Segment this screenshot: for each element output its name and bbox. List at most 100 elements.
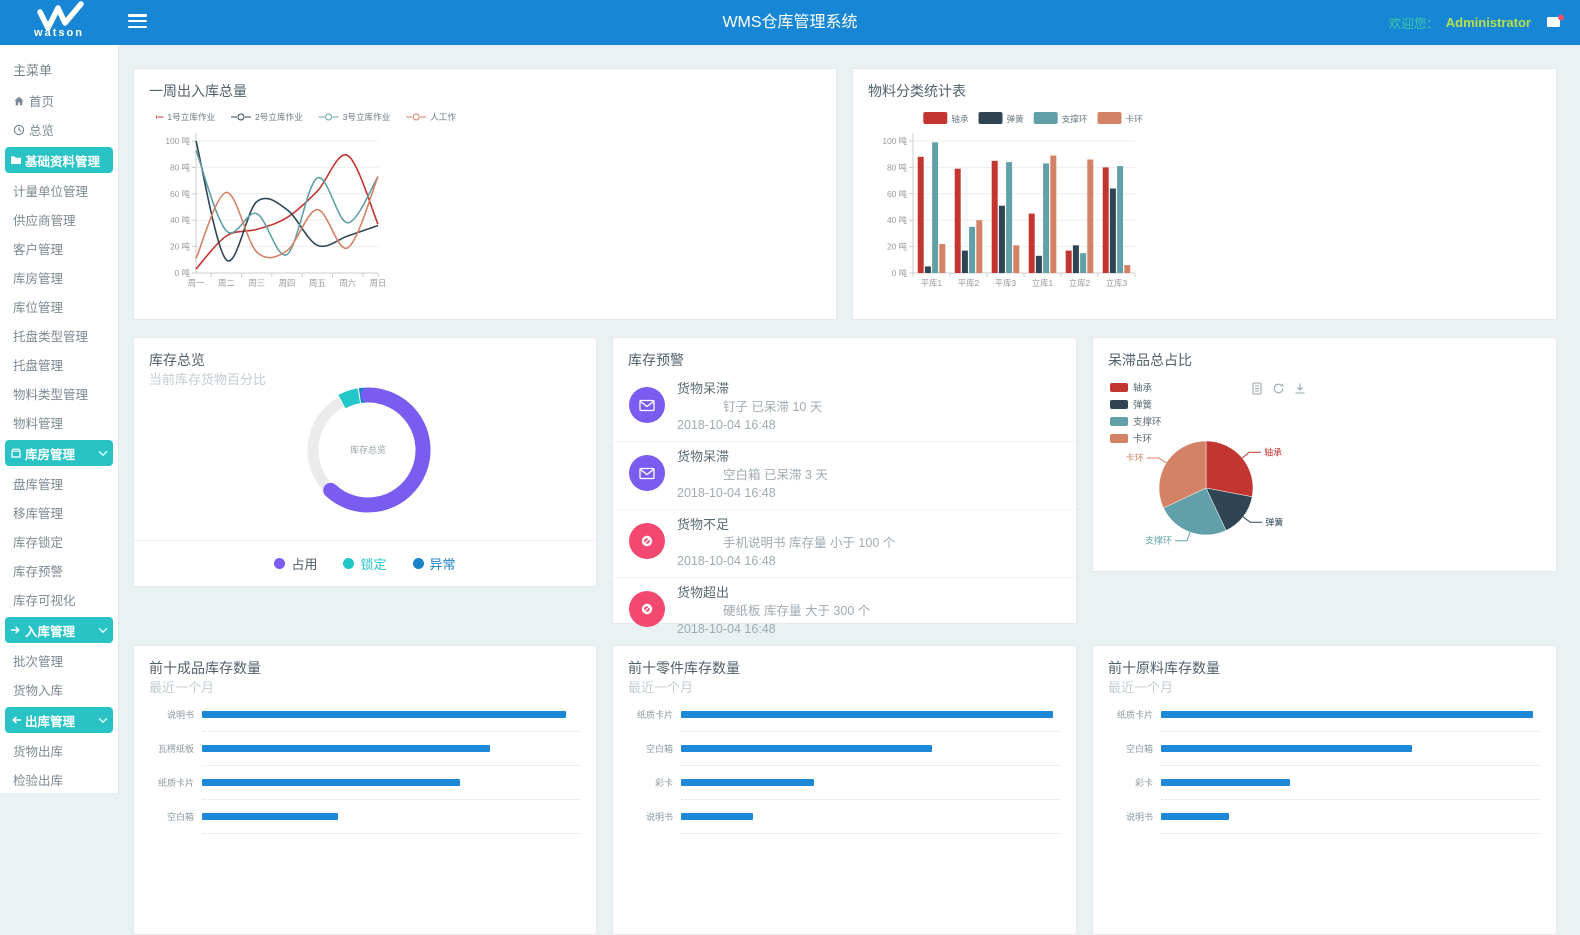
hbar-label: 彩卡 bbox=[1093, 776, 1161, 789]
svg-text:1号立库作业: 1号立库作业 bbox=[167, 111, 215, 122]
sidebar-item-10[interactable]: 物料类型管理 bbox=[0, 379, 118, 408]
legend-dot-icon bbox=[343, 558, 354, 569]
sidebar-item-5[interactable]: 客户管理 bbox=[0, 234, 118, 263]
sidebar-item-4[interactable]: 供应商管理 bbox=[0, 205, 118, 234]
sidebar-item-17[interactable]: 库存可视化 bbox=[0, 585, 118, 614]
folder-icon bbox=[10, 154, 22, 166]
legend-item[interactable]: 卡环 bbox=[1098, 112, 1144, 124]
alert-ring-icon bbox=[629, 523, 665, 559]
svg-text:立库1: 立库1 bbox=[1032, 278, 1054, 288]
svg-text:轴承: 轴承 bbox=[951, 113, 969, 124]
hbar-row: 纸质卡片 bbox=[613, 706, 1076, 723]
hbar-value bbox=[681, 711, 1053, 718]
sidebar-item-23[interactable]: 检验出库 bbox=[0, 765, 118, 793]
card-subtitle: 最近一个月 bbox=[149, 677, 214, 696]
legend-dot-icon bbox=[413, 558, 424, 569]
svg-text:库存总览: 库存总览 bbox=[350, 444, 386, 455]
hbar-value bbox=[681, 745, 932, 752]
hbar-row: 空白箱 bbox=[613, 740, 1076, 757]
sidebar-item-3[interactable]: 计量单位管理 bbox=[0, 176, 118, 205]
legend-dot-icon bbox=[274, 558, 285, 569]
refresh-icon[interactable] bbox=[1272, 382, 1285, 395]
sidebar-item-label: 库存锁定 bbox=[13, 532, 63, 551]
hbar-row: 空白箱 bbox=[134, 808, 596, 825]
svg-text:平库3: 平库3 bbox=[995, 278, 1017, 288]
box-icon bbox=[10, 447, 22, 459]
pie-legend-item[interactable]: 轴承 bbox=[1110, 380, 1162, 394]
alert-title: 货物不足 bbox=[677, 517, 1062, 533]
sidebar-item-2[interactable]: 基础资料管理 bbox=[5, 147, 113, 173]
sidebar-item-20[interactable]: 货物入库 bbox=[0, 675, 118, 704]
svg-text:支撑环: 支撑环 bbox=[1145, 535, 1172, 546]
card-top-raw: 前十原料库存数量 最近一个月 纸质卡片空白箱彩卡说明书 bbox=[1092, 645, 1557, 935]
sidebar-item-16[interactable]: 库存预警 bbox=[0, 556, 118, 585]
sidebar-item-15[interactable]: 库存锁定 bbox=[0, 527, 118, 556]
sidebar-item-0[interactable]: 首页 bbox=[0, 86, 118, 115]
card-top-finished: 前十成品库存数量 最近一个月 说明书瓦楞纸板纸质卡片空白箱 bbox=[133, 645, 597, 935]
sidebar-item-22[interactable]: 货物出库 bbox=[0, 736, 118, 765]
sidebar-item-13[interactable]: 盘库管理 bbox=[0, 469, 118, 498]
svg-text:人工作业: 人工作业 bbox=[430, 111, 456, 122]
sidebar-item-6[interactable]: 库房管理 bbox=[0, 263, 118, 292]
chevron-down-icon bbox=[98, 626, 108, 635]
hbar-value bbox=[202, 711, 566, 718]
download-icon[interactable] bbox=[1294, 382, 1306, 395]
card-subtitle: 最近一个月 bbox=[1108, 677, 1173, 696]
legend-item[interactable]: 轴承 bbox=[923, 112, 969, 124]
donut-legend-item[interactable]: 锁定 bbox=[343, 554, 386, 573]
welcome-label: 欢迎您： bbox=[1389, 13, 1439, 32]
legend-item[interactable]: 3号立库作业 bbox=[319, 111, 391, 122]
donut-legend: 占用 锁定 异常 bbox=[134, 540, 596, 586]
top-parts-hbar-chart: 纸质卡片空白箱彩卡说明书 bbox=[613, 698, 1076, 834]
card-weekly-io: 一周出入库总量 1号立库作业2号立库作业3号立库作业人工作业0 吨20 吨40 … bbox=[133, 68, 837, 320]
svg-text:80 吨: 80 吨 bbox=[887, 162, 908, 172]
legend-item[interactable]: 2号立库作业 bbox=[231, 111, 303, 122]
donut-legend-item[interactable]: 异常 bbox=[413, 554, 456, 573]
sidebar-item-11[interactable]: 物料管理 bbox=[0, 408, 118, 437]
overview-icon bbox=[13, 124, 25, 136]
sidebar-item-8[interactable]: 托盘类型管理 bbox=[0, 321, 118, 350]
sidebar-item-1[interactable]: 总览 bbox=[0, 115, 118, 144]
legend-item[interactable]: 支撑环 bbox=[1034, 112, 1088, 124]
username[interactable]: Administrator bbox=[1446, 15, 1531, 30]
alert-message: 空白箱 已呆滞 3 天 bbox=[677, 467, 1062, 483]
sidebar-item-label: 库房管理 bbox=[25, 444, 75, 463]
svg-text:平库2: 平库2 bbox=[958, 278, 980, 288]
svg-text:周二: 周二 bbox=[218, 278, 235, 288]
alert-message: 钉子 已呆滞 10 天 bbox=[677, 399, 1062, 415]
svg-text:周五: 周五 bbox=[309, 278, 326, 288]
sidebar-item-label: 物料管理 bbox=[13, 413, 63, 432]
hbar-value bbox=[1161, 779, 1290, 786]
donut-legend-item[interactable]: 占用 bbox=[274, 554, 317, 573]
arrow-right-icon bbox=[10, 624, 22, 636]
legend-item[interactable]: 人工作业 bbox=[406, 111, 456, 122]
sidebar-item-19[interactable]: 批次管理 bbox=[0, 646, 118, 675]
sidebar-item-14[interactable]: 移库管理 bbox=[0, 498, 118, 527]
alert-title: 货物呆滞 bbox=[677, 381, 1062, 397]
alert-time: 2018-10-04 16:48 bbox=[677, 485, 1062, 501]
sidebar-item-12[interactable]: 库房管理 bbox=[5, 440, 113, 466]
hbar-row: 空白箱 bbox=[1093, 740, 1556, 757]
legend-item[interactable]: 1号立库作业 bbox=[156, 111, 216, 122]
legend-label: 占用 bbox=[291, 554, 317, 573]
sidebar-item-9[interactable]: 托盘管理 bbox=[0, 350, 118, 379]
sidebar-item-7[interactable]: 库位管理 bbox=[0, 292, 118, 321]
card-title: 前十成品库存数量 bbox=[149, 658, 261, 678]
hbar-value bbox=[202, 779, 460, 786]
card-inventory-overview: 库存总览 当前库存货物百分比 库存总览 占用锁定异常 bbox=[133, 337, 597, 587]
alert-message: 硬纸板 库存量 大于 300 个 bbox=[677, 603, 1062, 619]
svg-text:平库1: 平库1 bbox=[921, 278, 943, 288]
legend-item[interactable]: 弹簧 bbox=[979, 112, 1025, 124]
notification-flag-icon[interactable] bbox=[1546, 14, 1566, 32]
sidebar-item-18[interactable]: 入库管理 bbox=[5, 617, 113, 643]
hbar-value bbox=[1161, 711, 1533, 718]
hbar-row: 彩卡 bbox=[613, 774, 1076, 791]
hbar-label: 瓦楞纸板 bbox=[134, 742, 202, 755]
sidebar-item-21[interactable]: 出库管理 bbox=[5, 707, 113, 733]
data-view-icon[interactable] bbox=[1251, 382, 1263, 395]
hbar-row: 说明书 bbox=[134, 706, 596, 723]
